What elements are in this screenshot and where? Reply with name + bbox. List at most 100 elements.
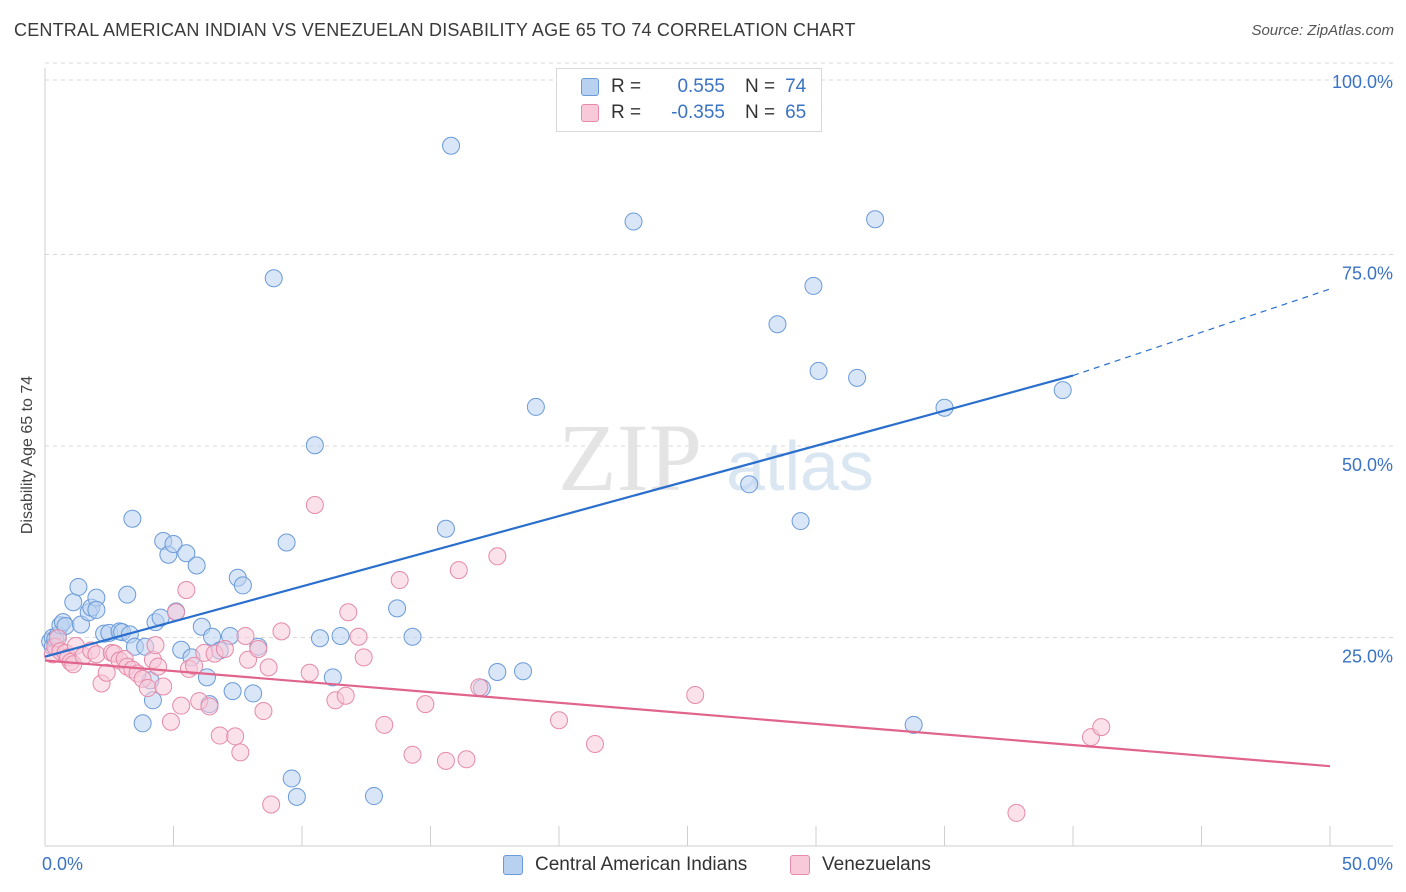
- venezuelan-point: [416, 695, 435, 714]
- legend-swatch-pink: [581, 104, 599, 122]
- venezuelan-point: [249, 639, 268, 658]
- venezuelan-point: [470, 678, 489, 697]
- central-american-indian-point: [740, 475, 759, 494]
- venezuelan-point: [149, 657, 168, 676]
- legend-r-value: 0.555: [677, 76, 725, 97]
- central-american-indian-point: [331, 626, 350, 645]
- venezuelan-point: [349, 627, 368, 646]
- central-american-indian-point: [804, 276, 823, 295]
- central-american-indian-point: [164, 535, 183, 554]
- venezuelan-point: [272, 622, 291, 641]
- legend-swatch-blue: [581, 78, 599, 96]
- axis-layer: [44, 68, 1393, 847]
- venezuelan-point: [300, 663, 319, 682]
- central-american-indian-point: [768, 315, 787, 334]
- venezuelan-point: [231, 743, 250, 762]
- bottom-legend-swatch-pink: [790, 855, 810, 875]
- venezuelan-point: [305, 495, 324, 514]
- venezuelan-point: [138, 679, 157, 698]
- central-american-indian-point: [305, 436, 324, 455]
- central-american-indian-point: [848, 368, 867, 387]
- venezuelan-point: [449, 561, 468, 580]
- venezuelan-point: [236, 626, 255, 645]
- central-american-indian-point: [791, 512, 810, 531]
- venezuelan-point: [336, 686, 355, 705]
- grid-layer: [45, 62, 1393, 638]
- legend-row-central-american-indians: R = 0.555 N = 74: [581, 75, 806, 99]
- central-american-indian-point: [514, 662, 533, 681]
- watermark-atlas: atlas: [726, 427, 874, 505]
- venezuelan-point: [226, 727, 245, 746]
- venezuelan-point: [390, 571, 409, 590]
- venezuelan-point: [488, 547, 507, 566]
- bottom-legend-swatch-blue: [503, 855, 523, 875]
- venezuelan-point: [146, 636, 165, 655]
- central-american-indian-point: [277, 533, 296, 552]
- bottom-legend-venezuelans: Venezuelans: [790, 852, 931, 878]
- central-american-indian-point: [436, 519, 455, 538]
- central-american-indian-point: [526, 397, 545, 416]
- central-american-indian-point: [442, 136, 461, 155]
- legend-r-label: R =: [611, 76, 642, 97]
- central-american-indian-trendline: [44, 374, 1074, 658]
- central-american-indian-point: [1053, 381, 1072, 400]
- central-american-indian-trendline-extension: [1072, 288, 1331, 377]
- central-american-indian-point: [187, 556, 206, 575]
- bottom-legend-central-american-indians: Central American Indians: [503, 852, 747, 878]
- venezuelan-point: [436, 751, 455, 770]
- venezuelan-point: [403, 745, 422, 764]
- central-american-indian-point: [287, 787, 306, 806]
- central-american-indian-point: [488, 662, 507, 681]
- central-american-indian-point: [123, 509, 142, 528]
- venezuelan-point: [1007, 803, 1026, 822]
- venezuelan-point: [550, 711, 568, 730]
- central-american-indian-point: [624, 212, 643, 231]
- venezuelan-point: [585, 734, 604, 753]
- central-american-indian-point: [935, 398, 954, 417]
- central-american-indian-point: [323, 668, 342, 687]
- central-american-indian-point: [310, 629, 329, 648]
- central-american-indian-point: [282, 769, 301, 788]
- central-american-indian-point: [388, 599, 407, 618]
- trend-layer: [44, 288, 1331, 768]
- legend-n-label: N =: [745, 102, 776, 123]
- venezuelan-point: [354, 648, 373, 667]
- central-american-indian-point: [87, 600, 106, 619]
- legend-n-label: N =: [745, 76, 776, 97]
- venezuelan-point: [210, 726, 229, 745]
- venezuelan-point: [177, 581, 196, 600]
- venezuelan-point: [200, 697, 219, 716]
- central-american-indian-point: [177, 544, 196, 563]
- venezuelan-point: [259, 658, 278, 677]
- source-credit: Source: ZipAtlas.com: [1251, 22, 1394, 39]
- venezuelan-point: [262, 795, 281, 814]
- central-american-indian-point: [364, 787, 383, 806]
- central-american-indian-point: [403, 627, 422, 646]
- central-american-indian-point: [64, 593, 83, 612]
- correlation-legend: R = 0.555 N = 74 R = -0.355 N = 65: [556, 68, 822, 132]
- bottom-legend-label: Venezuelans: [822, 854, 931, 875]
- central-american-indian-point: [904, 715, 923, 734]
- legend-row-venezuelans: R = -0.355 N = 65: [581, 101, 806, 125]
- chart-title: CENTRAL AMERICAN INDIAN VS VENEZUELAN DI…: [14, 20, 856, 40]
- venezuelan-point: [457, 750, 476, 769]
- y-tick-label: 75.0%: [1342, 264, 1393, 284]
- venezuelan-point: [1092, 718, 1111, 737]
- central-american-indian-point: [244, 684, 263, 703]
- central-american-indian-point: [69, 577, 88, 596]
- central-american-indian-point: [233, 576, 252, 595]
- legend-n-value: 74: [785, 76, 807, 97]
- venezuelan-point: [172, 696, 191, 715]
- legend-r-label: R =: [611, 102, 642, 123]
- central-american-indian-point: [118, 585, 137, 604]
- central-american-indian-point: [264, 269, 283, 288]
- venezuelan-point: [215, 639, 234, 658]
- y-tick-label: 100.0%: [1332, 72, 1393, 92]
- central-american-indian-point: [223, 682, 242, 701]
- tick-label-layer: 25.0% 50.0% 75.0% 100.0% 0.0% 50.0%: [42, 72, 1393, 874]
- legend-n-value: 65: [785, 102, 807, 123]
- legend-r-value: -0.355: [671, 102, 725, 123]
- venezuelan-point: [375, 715, 394, 734]
- x-tick-label: 50.0%: [1342, 854, 1393, 874]
